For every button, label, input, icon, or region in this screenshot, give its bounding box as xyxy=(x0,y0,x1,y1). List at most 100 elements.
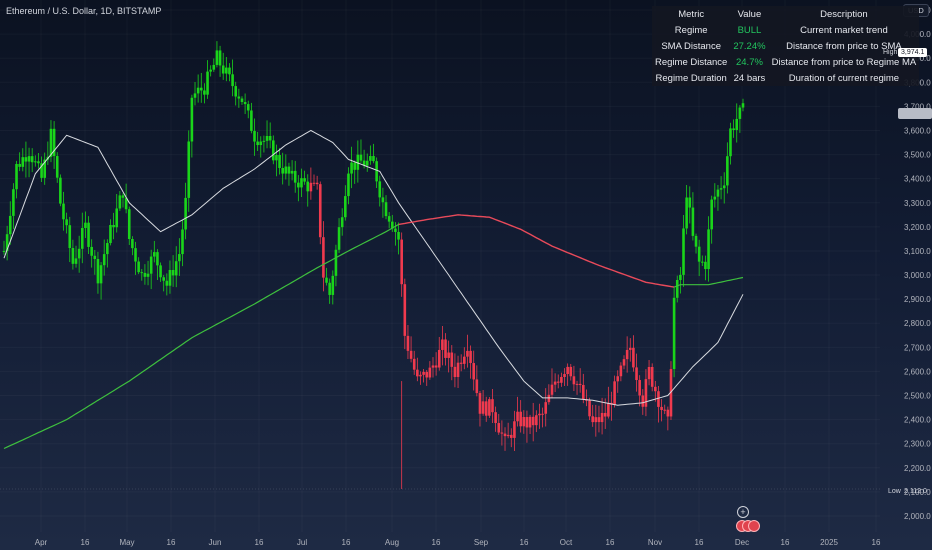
candle xyxy=(37,152,40,169)
sma-line xyxy=(3,129,744,406)
candle xyxy=(146,260,150,286)
candle xyxy=(318,181,322,245)
candle xyxy=(560,372,563,387)
candle xyxy=(697,239,701,277)
candle xyxy=(600,397,604,435)
header-description: Description xyxy=(820,8,868,20)
candle xyxy=(428,361,432,380)
candle xyxy=(240,96,244,105)
candle xyxy=(419,371,422,385)
candle xyxy=(619,362,623,382)
candle xyxy=(431,357,435,378)
candle xyxy=(525,410,529,443)
candle xyxy=(535,410,538,433)
candle xyxy=(93,249,97,275)
y-tick-label: 2,300.0 xyxy=(904,440,931,449)
candle xyxy=(707,216,710,282)
candle xyxy=(516,396,519,427)
event-markers-icon[interactable] xyxy=(736,520,762,532)
candle xyxy=(218,45,222,77)
candle xyxy=(657,386,660,423)
x-tick-label: Nov xyxy=(648,538,662,547)
candle xyxy=(287,162,291,186)
candle xyxy=(700,255,704,267)
metric-label: Regime Duration xyxy=(655,72,727,84)
candle xyxy=(300,168,303,197)
y-tick-label: 3,000.0 xyxy=(904,271,931,280)
candle xyxy=(5,225,9,261)
candle xyxy=(741,98,745,112)
candle xyxy=(246,100,250,119)
candle xyxy=(569,363,573,381)
candle xyxy=(259,136,263,158)
y-tick-label: 2,100.0 xyxy=(904,488,931,497)
candle xyxy=(237,88,241,108)
candle xyxy=(735,103,739,143)
candle xyxy=(578,368,582,393)
x-axis[interactable]: Apr 16 May 16 Jun 16 Jul 16 Aug 16 Sep 16 Oct 16 Nov 16… xyxy=(35,538,881,547)
y-tick-label: 2,700.0 xyxy=(904,343,931,352)
candle xyxy=(469,345,472,379)
x-tick-label: 16 xyxy=(872,538,881,547)
candle xyxy=(256,131,259,152)
candle xyxy=(384,195,388,220)
x-tick-label: 16 xyxy=(695,538,704,547)
candle xyxy=(225,56,228,82)
candle xyxy=(484,396,488,422)
candle xyxy=(365,153,369,172)
candle xyxy=(212,58,216,72)
plus-circle-icon[interactable]: + xyxy=(737,506,749,518)
y-tick-label: 3,300.0 xyxy=(904,199,931,208)
candle xyxy=(325,267,328,286)
candle xyxy=(378,175,382,207)
candle xyxy=(234,81,238,106)
candle xyxy=(149,249,153,290)
candle xyxy=(553,373,557,393)
candle xyxy=(478,390,482,427)
x-tick-label: Sep xyxy=(474,538,489,547)
metric-description: Distance from price to SMA xyxy=(786,40,902,52)
moving-averages xyxy=(3,129,744,450)
x-tick-label: 16 xyxy=(781,538,790,547)
candle xyxy=(622,355,626,370)
candle xyxy=(21,148,25,172)
candle xyxy=(497,413,501,435)
candle xyxy=(243,93,247,115)
candle xyxy=(400,232,403,297)
y-tick-label: 2,900.0 xyxy=(904,295,931,304)
candle xyxy=(27,147,31,178)
candle xyxy=(397,222,400,255)
candle xyxy=(704,255,707,281)
candle xyxy=(90,239,93,268)
candle xyxy=(293,160,297,193)
candle xyxy=(563,368,566,386)
candle xyxy=(403,278,407,350)
candle xyxy=(613,375,616,408)
candle xyxy=(472,350,476,391)
candle xyxy=(80,212,84,264)
candle xyxy=(719,176,723,200)
regime-ma-bear xyxy=(398,214,675,288)
low-label: Low xyxy=(888,488,901,495)
y-tick-label: 3,200.0 xyxy=(904,223,931,232)
candle xyxy=(162,274,165,292)
x-tick-label: Apr xyxy=(35,538,48,547)
candle xyxy=(372,143,375,164)
candle xyxy=(331,270,335,305)
candle xyxy=(713,183,717,208)
y-tick-label: 3,100.0 xyxy=(904,247,931,256)
candle xyxy=(203,83,206,104)
x-tick-label: 16 xyxy=(606,538,615,547)
candle xyxy=(732,119,735,138)
header-metric: Metric xyxy=(678,8,705,20)
candle xyxy=(153,240,156,263)
candle xyxy=(206,60,209,99)
y-tick-label: 2,500.0 xyxy=(904,392,931,401)
candle xyxy=(43,152,47,185)
candle xyxy=(322,221,325,292)
candle xyxy=(306,174,310,207)
candle xyxy=(221,52,225,80)
metric-description: Duration of current regime xyxy=(788,72,900,84)
y-tick-label: 2,200.0 xyxy=(904,464,931,473)
